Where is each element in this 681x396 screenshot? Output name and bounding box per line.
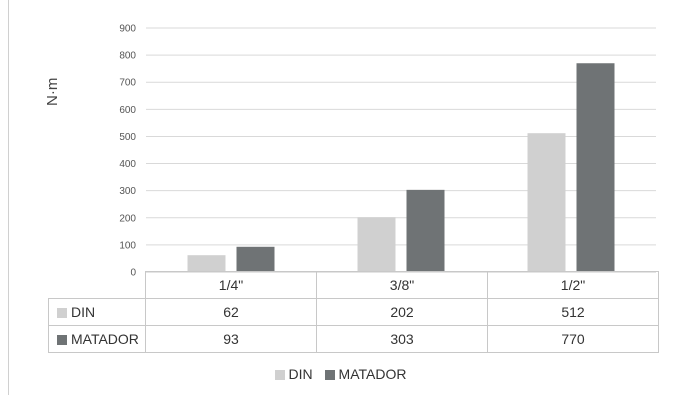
chart-frame xyxy=(8,0,681,395)
y-tick-label: 500 xyxy=(119,132,136,143)
bar-matador xyxy=(236,246,275,272)
table-cell: 93 xyxy=(145,325,317,353)
bar-din xyxy=(527,133,566,272)
y-tick-label: 200 xyxy=(119,213,136,224)
table-row-header: DIN xyxy=(48,298,146,326)
y-tick-label: 300 xyxy=(119,186,136,197)
legend-item-matador: MATADOR xyxy=(324,366,407,382)
legend-label: DIN xyxy=(288,366,313,382)
table-corner xyxy=(48,271,146,299)
table-row-label: MATADOR xyxy=(71,331,139,347)
table-row-header: MATADOR xyxy=(48,325,146,353)
y-tick-label: 800 xyxy=(119,51,136,62)
bar-matador xyxy=(576,63,615,272)
table-row: MATADOR 93 303 770 xyxy=(48,325,659,353)
legend-label: MATADOR xyxy=(338,366,407,382)
table-row: DIN 62 202 512 xyxy=(48,298,659,326)
table-header-row: 1/4" 3/8" 1/2" xyxy=(48,271,659,299)
bar-din xyxy=(187,255,226,272)
y-tick-label: 100 xyxy=(119,240,136,251)
y-tick-label: 400 xyxy=(119,159,136,170)
y-tick-label: 900 xyxy=(119,24,136,35)
y-tick-label: 700 xyxy=(119,78,136,89)
table-cell: 303 xyxy=(316,325,488,353)
table-header-cell: 1/4" xyxy=(145,271,317,299)
y-axis-label-container: N·m xyxy=(44,66,64,106)
legend: DIN MATADOR xyxy=(0,366,681,382)
legend-item-din: DIN xyxy=(274,366,313,382)
bar-matador xyxy=(406,189,445,272)
table-row-label: DIN xyxy=(71,304,96,320)
data-table: 1/4" 3/8" 1/2" DIN 62 202 512 MATADOR 93… xyxy=(48,271,659,353)
bar-din xyxy=(357,217,396,272)
matador-swatch-icon xyxy=(57,335,67,345)
y-axis-label: N·m xyxy=(44,77,61,106)
y-tick-label: 600 xyxy=(119,105,136,116)
table-header-cell: 1/2" xyxy=(487,271,659,299)
table-header-cell: 3/8" xyxy=(316,271,488,299)
table-cell: 62 xyxy=(145,298,317,326)
table-cell: 512 xyxy=(487,298,659,326)
table-cell: 770 xyxy=(487,325,659,353)
legend-swatch-icon xyxy=(324,370,335,380)
legend-swatch-icon xyxy=(274,370,285,380)
table-cell: 202 xyxy=(316,298,488,326)
din-swatch-icon xyxy=(57,308,67,318)
